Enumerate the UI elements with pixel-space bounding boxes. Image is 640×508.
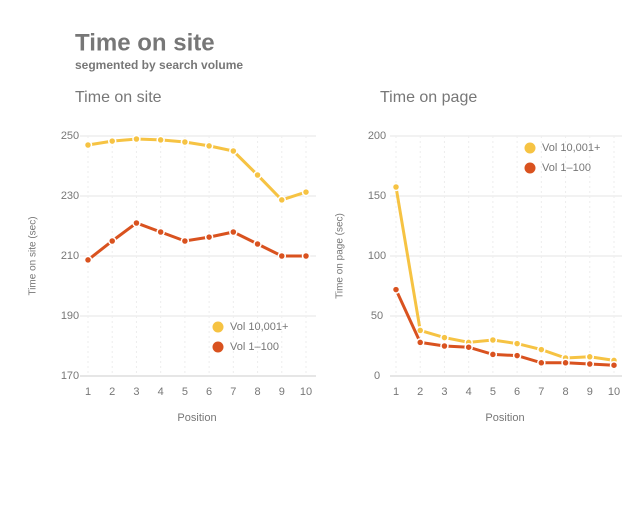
y-tick-label: 50	[371, 310, 383, 322]
data-point	[277, 195, 287, 205]
series-line	[87, 221, 306, 262]
legend-label: Vol 1–100	[230, 341, 279, 353]
x-tick-label: 3	[133, 386, 139, 398]
x-tick-label: 9	[279, 386, 285, 398]
data-point	[83, 255, 93, 265]
x-tick-label: 5	[490, 386, 496, 398]
data-point	[391, 182, 401, 192]
legend-label: Vol 10,001+	[230, 321, 288, 333]
x-tick-label: 8	[562, 386, 568, 398]
data-point	[609, 360, 619, 370]
y-tick-label: 210	[61, 250, 79, 262]
y-tick-label: 150	[368, 190, 386, 202]
x-tick-label: 10	[608, 386, 620, 398]
y-tick-label: 0	[374, 370, 380, 382]
data-point	[488, 350, 498, 359]
data-point	[277, 251, 287, 261]
data-point	[204, 141, 214, 151]
x-tick-label: 7	[230, 386, 236, 398]
data-point	[585, 352, 595, 362]
data-point	[132, 134, 141, 144]
x-axis-label: Position	[485, 412, 524, 424]
data-point	[253, 239, 262, 249]
data-point	[253, 170, 262, 180]
series-line	[87, 137, 307, 202]
x-tick-label: 6	[514, 386, 520, 398]
x-tick-label: 4	[466, 386, 472, 398]
data-point	[204, 232, 214, 242]
x-tick-label: 10	[300, 386, 312, 398]
data-point	[132, 218, 141, 228]
legend-marker	[212, 321, 224, 333]
y-tick-label: 190	[61, 310, 79, 322]
x-tick-label: 1	[85, 386, 91, 398]
data-point	[537, 345, 546, 354]
y-tick-label: 100	[368, 250, 386, 262]
data-point	[229, 227, 238, 237]
x-tick-label: 9	[587, 386, 593, 398]
chart-title: Time on site	[75, 89, 162, 106]
legend-label: Vol 1–100	[542, 162, 591, 174]
data-point	[180, 137, 190, 147]
data-point	[301, 187, 311, 197]
data-point	[156, 135, 165, 145]
data-point	[415, 326, 425, 335]
legend-marker	[524, 142, 536, 154]
data-point	[415, 338, 425, 347]
x-axis-label: Position	[177, 412, 216, 424]
legend-marker	[212, 341, 224, 353]
data-point	[585, 359, 595, 369]
x-tick-label: 5	[182, 386, 188, 398]
data-point	[488, 335, 498, 345]
data-point	[107, 136, 117, 146]
x-tick-label: 7	[538, 386, 544, 398]
page-title: Time on site	[75, 29, 215, 56]
legend-marker	[524, 162, 536, 174]
data-point	[229, 146, 238, 156]
data-point	[301, 251, 311, 261]
y-tick-label: 250	[61, 130, 79, 142]
x-tick-label: 2	[417, 386, 423, 398]
data-point	[512, 339, 522, 348]
data-point	[464, 342, 473, 352]
data-point	[83, 140, 93, 150]
series-line	[394, 288, 615, 367]
data-point	[156, 227, 165, 237]
y-axis-label: Time on site (sec)	[28, 216, 39, 295]
page-subtitle: segmented by search volume	[75, 58, 243, 72]
series-line	[394, 186, 615, 362]
data-point	[512, 351, 522, 360]
legend-label: Vol 10,001+	[542, 142, 600, 154]
y-axis-label: Time on page (sec)	[335, 213, 346, 299]
data-point	[537, 358, 546, 368]
x-tick-label: 2	[109, 386, 115, 398]
data-point	[561, 358, 570, 368]
x-tick-label: 1	[393, 386, 399, 398]
x-tick-label: 4	[158, 386, 164, 398]
y-tick-label: 170	[61, 370, 79, 382]
x-tick-label: 6	[206, 386, 212, 398]
y-tick-label: 230	[61, 190, 79, 202]
data-point	[440, 341, 449, 351]
data-point	[107, 236, 117, 246]
data-point	[440, 333, 449, 342]
y-tick-label: 200	[368, 130, 386, 142]
data-point	[391, 285, 401, 294]
data-point	[180, 236, 190, 246]
x-tick-label: 3	[441, 386, 447, 398]
chart-title: Time on page	[380, 89, 477, 106]
x-tick-label: 8	[254, 386, 260, 398]
